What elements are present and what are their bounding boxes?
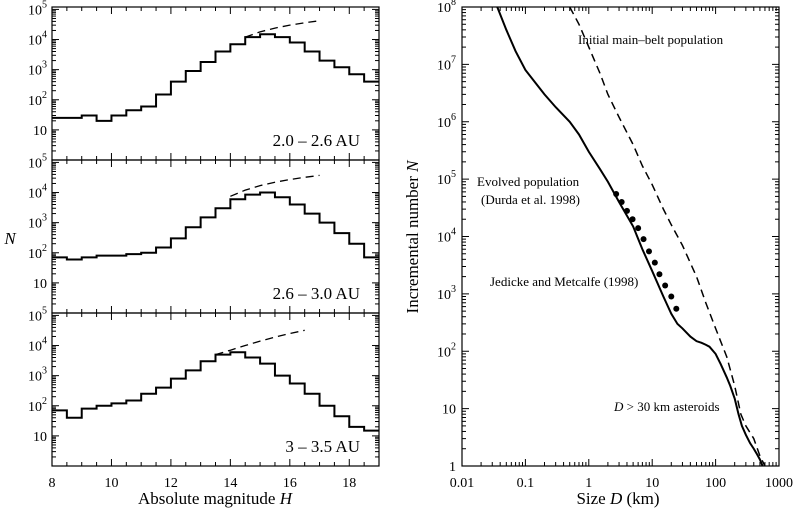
y-tick-label: 10 [33, 430, 47, 445]
x-tick-label: 10 [645, 476, 659, 491]
y-tick-label: 108 [437, 0, 456, 16]
y-tick-label: 104 [437, 227, 456, 246]
y-tick-label: 103 [28, 213, 47, 232]
y-tick-label: 103 [437, 284, 456, 303]
x-tick-label: 8 [49, 476, 56, 491]
evolved-population-line [496, 6, 764, 467]
histogram-series [52, 351, 379, 432]
x-tick-label: 1000 [765, 476, 793, 491]
y-tick-label: 105 [28, 0, 47, 18]
y-tick-label: 104 [28, 183, 47, 202]
histogram-panel-bottom: 10 102 103 104 105 3 – 3.5 AU 8 10 12 14 16 18 [28, 305, 380, 491]
right-size-distribution-panel: 0.01 0.1 1 10 100 1000 1 10 102 103 104 105 106 107 10… [437, 0, 793, 491]
y-tick-label: 106 [437, 112, 456, 131]
y-tick-label: 10 [442, 403, 456, 418]
y-tick-label: 10 [33, 124, 47, 139]
y-tick-label: 102 [28, 396, 47, 415]
annotation-initial-population: Initial main–belt population [578, 32, 724, 47]
y-tick-label: 104 [28, 30, 47, 49]
jedicke-data-point [613, 191, 620, 198]
histogram-panel-top: 10 102 103 104 105 2.0 – 2.6 AU [28, 0, 380, 161]
x-tick-label: 0.01 [450, 476, 475, 491]
annotation-evolved-population: Evolved population [477, 174, 580, 189]
extrapolation-dashed-curve [230, 174, 320, 197]
jedicke-data-point [640, 236, 647, 243]
extrapolation-dashed-curve [245, 20, 320, 38]
y-tick-label: 105 [437, 169, 456, 188]
x-tick-label: 1 [585, 476, 592, 491]
jedicke-data-point [668, 293, 675, 300]
left-histogram-panels: 10 102 103 104 105 2.0 – 2.6 AU 10 102 103 104 105… [28, 0, 380, 491]
jedicke-data-point [656, 271, 663, 278]
jedicke-data-point [623, 207, 630, 214]
y-tick-label: 107 [437, 54, 456, 73]
y-tick-label: 104 [28, 336, 47, 355]
x-tick-label: 14 [223, 476, 237, 491]
initial-population-dashed-line [569, 6, 766, 467]
histogram-series [52, 191, 379, 261]
y-tick-label: 102 [437, 341, 456, 360]
jedicke-data-point [673, 305, 680, 312]
panel-frame [461, 6, 780, 467]
y-tick-label: 1 [449, 460, 456, 475]
annotation-durda-reference: (Durda et al. 1998) [481, 192, 580, 207]
x-tick-label: 18 [342, 476, 356, 491]
y-tick-label: 103 [28, 60, 47, 79]
annotation-jedicke-metcalfe: Jedicke and Metcalfe (1998) [490, 274, 638, 289]
jedicke-data-point [651, 259, 658, 266]
x-tick-label: 0.1 [517, 476, 535, 491]
histogram-series [52, 33, 379, 122]
left-y-axis-title: N [3, 229, 17, 248]
left-x-axis-title: Absolute magnitude H [138, 489, 294, 508]
panel-label: 3 – 3.5 AU [285, 437, 360, 456]
jedicke-data-point [635, 225, 642, 232]
y-tick-label: 102 [28, 90, 47, 109]
y-tick-label: 105 [28, 152, 47, 171]
x-tick-label: 12 [164, 476, 178, 491]
y-tick-label: 102 [28, 243, 47, 262]
extrapolation-dashed-curve [215, 329, 305, 356]
jedicke-data-point [645, 248, 652, 255]
annotation-d-gt-30km: D > 30 km asteroids [613, 399, 720, 414]
x-tick-label: 100 [705, 476, 726, 491]
x-tick-label: 16 [283, 476, 297, 491]
jedicke-data-point [629, 216, 636, 223]
jedicke-data-point [618, 198, 625, 205]
y-tick-label: 105 [28, 305, 47, 324]
right-y-axis-title: Incremental number N [403, 159, 422, 314]
x-tick-label: 10 [104, 476, 118, 491]
right-x-axis-title: Size D (km) [576, 489, 659, 508]
y-tick-label: 10 [33, 277, 47, 292]
panel-label: 2.6 – 3.0 AU [273, 284, 360, 303]
panel-label: 2.0 – 2.6 AU [273, 131, 360, 150]
histogram-panel-middle: 10 102 103 104 105 2.6 – 3.0 AU [28, 152, 380, 314]
jedicke-data-point [662, 282, 669, 289]
y-tick-label: 103 [28, 366, 47, 385]
